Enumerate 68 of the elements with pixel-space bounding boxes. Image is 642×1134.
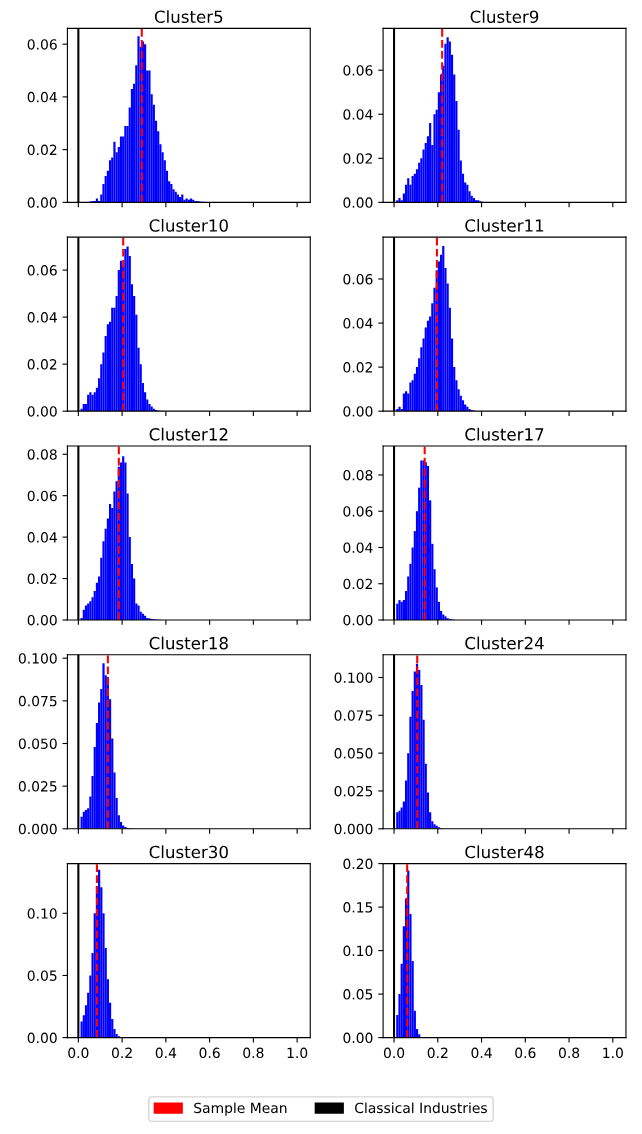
- y-tick-label: 0.06: [343, 273, 373, 285]
- y-tick-label: 0.00: [343, 614, 373, 626]
- y-tick-label: 0.025: [18, 781, 57, 792]
- y-tick-label: 0.04: [343, 318, 373, 329]
- y-tick-label: 0.04: [343, 542, 373, 553]
- y-tick-label: 0.10: [343, 945, 373, 957]
- y-tick-label: 0.05: [343, 989, 373, 1000]
- y-tick-label: 0.000: [18, 823, 57, 835]
- y-tick-label: 0.02: [27, 144, 57, 156]
- y-tick-label: 0.00: [343, 406, 373, 417]
- y-tick-label: 0.00: [27, 197, 57, 208]
- y-tick-label: 0.04: [27, 91, 57, 103]
- legend-label: Sample Mean: [194, 1102, 287, 1116]
- chart-title: Cluster12: [149, 427, 228, 441]
- y-tick-label: 0.15: [343, 902, 373, 913]
- y-tick-label: 0.00: [27, 1032, 57, 1044]
- y-tick-label: 0.02: [27, 573, 57, 585]
- legend-label: Classical Industries: [355, 1102, 487, 1114]
- chart-title: Cluster24: [465, 636, 544, 650]
- y-tick-label: 0.02: [343, 578, 372, 590]
- chart-title: Cluster30: [149, 845, 228, 859]
- y-tick-label: 0.08: [343, 469, 373, 481]
- x-tick-label: 0.6: [515, 1047, 536, 1059]
- chart-title: Cluster48: [465, 845, 544, 859]
- x-tick-label: 0.6: [199, 1047, 220, 1059]
- x-tick-label: 1.0: [287, 1047, 308, 1059]
- x-tick-label: 0.2: [427, 1047, 448, 1059]
- y-tick-label: 0.10: [27, 908, 57, 919]
- y-tick-label: 0.06: [27, 265, 57, 276]
- y-tick-label: 0.06: [27, 39, 57, 50]
- y-tick-label: 0.100: [18, 653, 57, 664]
- chart-title: Cluster18: [149, 636, 228, 650]
- y-tick-label: 0.075: [18, 695, 57, 707]
- y-tick-label: 0.00: [343, 1032, 373, 1044]
- y-tick-label: 0.025: [334, 785, 373, 797]
- chart-title: Cluster5: [154, 10, 223, 24]
- y-tick-label: 0.000: [334, 823, 373, 835]
- x-tick-label: 1.0: [603, 1047, 623, 1059]
- y-tick-label: 0.00: [343, 197, 373, 208]
- y-tick-label: 0.00: [27, 614, 57, 626]
- y-tick-label: 0.04: [27, 312, 57, 323]
- y-tick-label: 0.050: [18, 738, 57, 749]
- x-tick-label: 0.4: [155, 1047, 177, 1059]
- y-tick-label: 0.04: [27, 532, 57, 543]
- y-tick-label: 0.050: [334, 748, 373, 759]
- chart-title: Cluster17: [465, 427, 544, 441]
- y-tick-label: 0.100: [334, 672, 373, 683]
- x-tick-label: 0.2: [111, 1047, 132, 1059]
- x-tick-label: 0.0: [68, 1047, 89, 1059]
- y-tick-label: 0.00: [27, 406, 57, 417]
- y-tick-label: 0.05: [27, 970, 57, 981]
- y-tick-label: 0.06: [343, 506, 373, 517]
- chart-title: Cluster11: [465, 218, 544, 232]
- y-tick-label: 0.08: [27, 449, 57, 460]
- y-tick-label: 0.075: [334, 710, 373, 721]
- y-tick-label: 0.20: [343, 858, 373, 870]
- x-tick-label: 0.8: [243, 1047, 264, 1059]
- y-tick-label: 0.06: [343, 65, 373, 76]
- y-tick-label: 0.06: [27, 490, 57, 502]
- chart-title: Cluster9: [470, 10, 539, 24]
- x-tick-label: 0.0: [383, 1047, 405, 1059]
- chart-title: Cluster10: [149, 218, 228, 232]
- x-tick-label: 0.4: [471, 1047, 492, 1059]
- y-tick-label: 0.02: [27, 359, 57, 370]
- y-tick-label: 0.04: [343, 109, 373, 120]
- y-tick-label: 0.02: [343, 362, 372, 373]
- y-tick-label: 0.02: [343, 153, 372, 164]
- x-tick-label: 0.8: [558, 1047, 580, 1059]
